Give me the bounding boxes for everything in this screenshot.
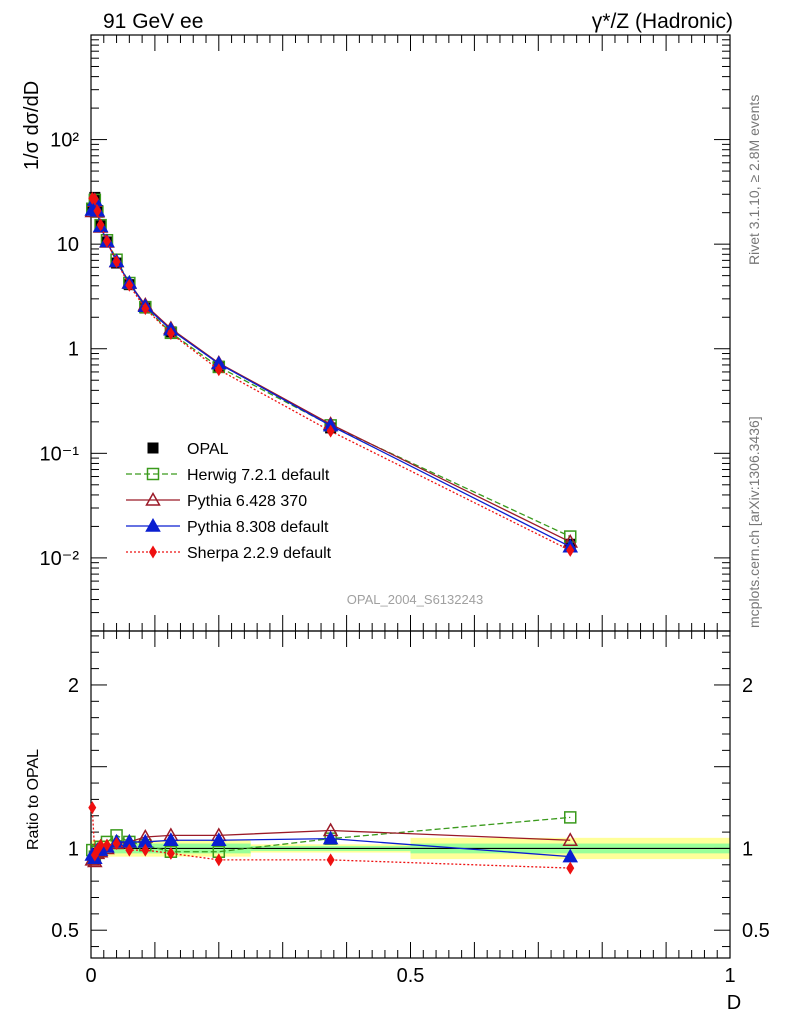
- ratio-point-sherpa-2-2-9-default: [88, 801, 97, 815]
- ratio-point-pythia-8-308-default: [211, 832, 227, 847]
- ratio-y-tick-label-left-0: 0.5: [51, 920, 79, 942]
- ratio-point-pythia-8-308-default: [322, 830, 339, 845]
- point-sherpa-2-2-9-default: [166, 326, 175, 340]
- main-ylabel: 1/σ dσ/dD: [21, 81, 43, 170]
- x-tick-label-0: 0: [85, 965, 96, 987]
- legend-marker-sherpa-2-2-9-default: [149, 545, 157, 559]
- series-line-sherpa-2-2-9-default: [92, 197, 571, 551]
- ratio-point-sherpa-2-2-9-default: [214, 853, 223, 867]
- point-sherpa-2-2-9-default: [214, 363, 223, 377]
- series-line-pythia-8-308-default: [91, 200, 571, 548]
- ratio-y-tick-label-right-1: 1: [742, 838, 753, 860]
- legend: OPAL Herwig 7.2.1 default Pythia 6.428 370…: [126, 441, 332, 562]
- ratio-point-pythia-8-308-default: [163, 832, 179, 847]
- header-right: γ*/Z (Hadronic): [592, 10, 733, 33]
- main-plot: 10⁻² 10⁻¹ 1 10 10²: [40, 34, 731, 632]
- point-sherpa-2-2-9-default: [112, 255, 121, 269]
- point-sherpa-2-2-9-default: [93, 204, 102, 218]
- legend-marker-opal: [147, 442, 159, 454]
- legend-label-herwig-7-2-1-default: Herwig 7.2.1 default: [187, 467, 330, 484]
- legend-marker-herwig-7-2-1-default: [146, 467, 160, 481]
- legend-label-pythia-6-428-370: Pythia 6.428 370: [187, 493, 307, 510]
- point-sherpa-2-2-9-default: [566, 543, 575, 557]
- ratio-point-sherpa-2-2-9-default: [102, 838, 111, 852]
- main-frame: [90, 34, 731, 632]
- ratio-point-sherpa-2-2-9-default: [166, 846, 175, 860]
- ratio-y-tick-label-left-2: 2: [68, 675, 79, 697]
- header-left: 91 GeV ee: [103, 10, 203, 33]
- point-sherpa-2-2-9-default: [90, 192, 99, 206]
- legend-label-sherpa-2-2-9-default: Sherpa 2.2.9 default: [187, 545, 332, 562]
- rivet-credit: Rivet 3.1.10, ≥ 2.8M events: [746, 95, 762, 265]
- legend-label-pythia-8-308-default: Pythia 8.308 default: [187, 519, 329, 536]
- ratio-point-sherpa-2-2-9-default: [566, 861, 575, 875]
- legend-marker-pythia-8-308-default: [145, 517, 161, 532]
- ratio-ylabel: Ratio to OPAL: [25, 749, 42, 850]
- ratio-point-herwig-7-2-1-default: [564, 811, 577, 824]
- ratio-y-tick-label-right-0: 0.5: [742, 920, 770, 942]
- ratio-point-sherpa-2-2-9-default: [96, 838, 105, 852]
- ratio-point-sherpa-2-2-9-default: [112, 837, 121, 851]
- main-y-tick-label-2: 1: [68, 339, 79, 361]
- point-sherpa-2-2-9-default: [96, 218, 105, 232]
- ratio-y-tick-label-right-2: 2: [742, 675, 753, 697]
- ratio-y-tick-label-left-1: 1: [68, 838, 79, 860]
- x-axis-label: D: [727, 992, 741, 1014]
- x-tick-label-1: 0.5: [397, 965, 425, 987]
- point-sherpa-2-2-9-default: [326, 424, 335, 438]
- series-line-pythia-6-428-370: [91, 201, 571, 543]
- legend-marker-pythia-6-428-370: [145, 491, 161, 506]
- main-y-tick-label-3: 10: [57, 234, 79, 256]
- ratio-frame: [90, 630, 731, 959]
- point-sherpa-2-2-9-default: [141, 302, 150, 316]
- ratio-point-pythia-6-428-370: [562, 832, 579, 847]
- main-y-tick-label-0: 10⁻²: [40, 548, 80, 570]
- ratio-point-sherpa-2-2-9-default: [141, 843, 150, 857]
- ratio-point-sherpa-2-2-9-default: [326, 853, 335, 867]
- x-tick-label-2: 1: [724, 965, 735, 987]
- analysis-watermark: OPAL_2004_S6132243: [347, 592, 483, 607]
- point-sherpa-2-2-9-default: [125, 278, 134, 292]
- ratio-plot: 0 0.5 1 0.5 0.5 1 1 2 2: [51, 630, 770, 987]
- point-sherpa-2-2-9-default: [102, 234, 111, 248]
- main-y-tick-label-4: 10²: [50, 130, 79, 152]
- legend-label-opal: OPAL: [187, 441, 229, 458]
- mcplots-credit: mcplots.cern.ch [arXiv:1306.3436]: [746, 416, 762, 628]
- ratio-point-sherpa-2-2-9-default: [125, 843, 134, 857]
- series-line-herwig-7-2-1-default: [91, 199, 571, 538]
- main-y-tick-label-1: 10⁻¹: [40, 443, 80, 465]
